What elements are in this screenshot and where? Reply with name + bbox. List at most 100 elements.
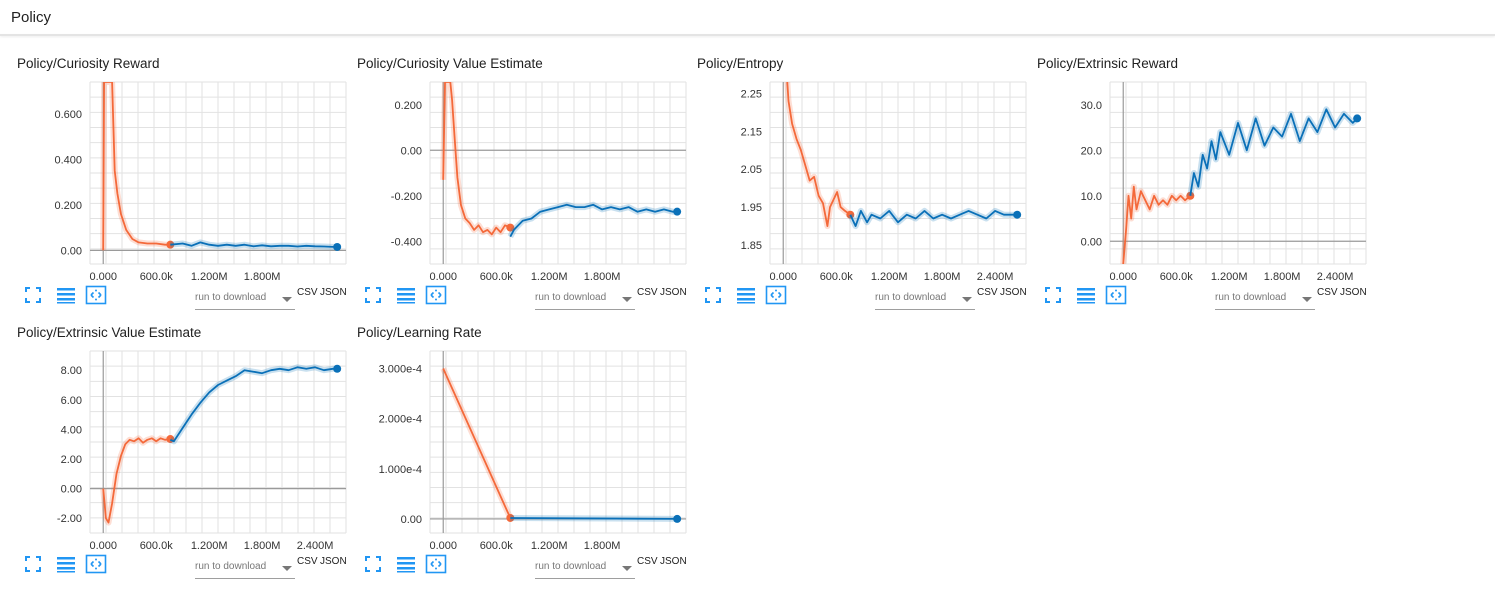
- expand-icon[interactable]: [425, 554, 447, 574]
- series-end-point[interactable]: [1013, 210, 1022, 219]
- run-select-placeholder: run to download: [195, 292, 267, 303]
- y-tick-label: 6.00: [61, 395, 82, 407]
- caret-down-icon: [622, 297, 632, 302]
- caret-down-icon: [622, 566, 632, 571]
- run-select-placeholder: run to download: [1215, 292, 1287, 303]
- fit-domain-icon[interactable]: [1043, 285, 1065, 305]
- download-json-link[interactable]: JSON: [660, 287, 687, 298]
- fit-domain-icon[interactable]: [363, 554, 385, 574]
- download-json-link[interactable]: JSON: [660, 556, 687, 567]
- expand-icon[interactable]: [765, 285, 787, 305]
- chart-card: Policy/Learning Rate 0.00 1.000e-4 2.000e-4…: [357, 325, 697, 590]
- grid-lines: [89, 350, 347, 534]
- x-tick-label: 600.0k: [1160, 271, 1194, 281]
- series-line-run-a[interactable]: [783, 76, 851, 228]
- x-tick-label: 1.800M: [1264, 271, 1301, 281]
- chart-plot[interactable]: -2.00 0.00 2.00 4.00 6.00 8.00 0.000 600.0k 1.20…: [17, 345, 357, 550]
- fit-domain-icon[interactable]: [23, 285, 45, 305]
- fit-domain-icon[interactable]: [23, 554, 45, 574]
- caret-down-icon: [282, 297, 292, 302]
- y-tick-label: 0.00: [61, 484, 82, 496]
- download-csv-link[interactable]: CSV: [637, 287, 658, 298]
- chart-toolbar: run to download CSV JSON: [17, 554, 357, 584]
- y-tick-label: 10.0: [1081, 191, 1102, 203]
- fit-domain-icon[interactable]: [363, 285, 385, 305]
- run-to-download-select[interactable]: run to download: [1215, 289, 1315, 310]
- series-line-run-a[interactable]: [442, 82, 511, 236]
- chart-title: Policy/Curiosity Value Estimate: [357, 56, 543, 71]
- download-csv-link[interactable]: CSV: [977, 287, 998, 298]
- download-json-link[interactable]: JSON: [1000, 287, 1027, 298]
- y-tick-label: 0.00: [401, 145, 422, 157]
- log-scale-icon[interactable]: [395, 554, 417, 574]
- run-to-download-select[interactable]: run to download: [195, 289, 295, 310]
- series-line-run-b[interactable]: [849, 209, 1018, 228]
- download-csv-link[interactable]: CSV: [1317, 287, 1338, 298]
- series-end-point[interactable]: [673, 514, 682, 523]
- chart-plot[interactable]: 0.00 10.0 20.0 30.0 0.000 600.0k 1.200M 1.800M 2…: [1037, 76, 1377, 281]
- run-to-download-select[interactable]: run to download: [195, 558, 295, 579]
- y-tick-label: -2.00: [57, 513, 82, 525]
- log-scale-icon[interactable]: [1075, 285, 1097, 305]
- series-line-run-b[interactable]: [509, 203, 678, 238]
- y-tick-label: 1.85: [741, 240, 762, 252]
- expand-icon[interactable]: [85, 285, 107, 305]
- download-csv-link[interactable]: CSV: [637, 556, 658, 567]
- x-tick-label: 0.000: [89, 271, 117, 281]
- x-tick-label: 1.800M: [584, 271, 621, 281]
- grid-lines: [429, 81, 687, 265]
- series-line-run-b[interactable]: [169, 366, 338, 443]
- chart-plot[interactable]: 0.00 1.000e-4 2.000e-4 3.000e-4 0.000 600.0k 1…: [357, 345, 697, 550]
- chart-toolbar: run to download CSV JSON: [17, 285, 357, 315]
- y-tick-label: 0.200: [394, 100, 422, 112]
- x-tick-label: 1.200M: [531, 271, 568, 281]
- series-line-run-a[interactable]: [1122, 185, 1191, 264]
- x-tick-label: 1.200M: [1211, 271, 1248, 281]
- download-csv-link[interactable]: CSV: [297, 287, 318, 298]
- run-select-placeholder: run to download: [875, 292, 947, 303]
- series-line-run-a[interactable]: [442, 368, 512, 519]
- chart-plot[interactable]: 0.00 0.200 0.400 0.600 0.000 600.0k 1.200M 1.80…: [17, 76, 357, 281]
- download-csv-link[interactable]: CSV: [297, 556, 318, 567]
- series-end-point[interactable]: [673, 207, 682, 216]
- x-tick-label: 1.800M: [924, 271, 961, 281]
- download-json-link[interactable]: JSON: [1340, 287, 1367, 298]
- series-end-point[interactable]: [333, 364, 342, 373]
- expand-icon[interactable]: [85, 554, 107, 574]
- series-end-point[interactable]: [506, 223, 515, 232]
- expand-icon[interactable]: [1105, 285, 1127, 305]
- run-select-placeholder: run to download: [535, 561, 607, 572]
- run-to-download-select[interactable]: run to download: [875, 289, 975, 310]
- log-scale-icon[interactable]: [55, 285, 77, 305]
- chart-plot[interactable]: -0.400 -0.200 0.00 0.200 0.000 600.0k 1.200M 1.…: [357, 76, 697, 281]
- series-end-point[interactable]: [333, 242, 342, 251]
- grid-lines: [1109, 81, 1367, 265]
- series-line-run-b[interactable]: [170, 241, 338, 248]
- download-json-link[interactable]: JSON: [320, 556, 347, 567]
- y-tick-label: 2.05: [741, 164, 762, 176]
- x-tick-label: 0.000: [429, 271, 457, 281]
- series-end-point[interactable]: [1353, 114, 1362, 123]
- run-to-download-select[interactable]: run to download: [535, 558, 635, 579]
- log-scale-icon[interactable]: [395, 285, 417, 305]
- section-divider: [0, 34, 1495, 36]
- chart-toolbar: run to download CSV JSON: [697, 285, 1037, 315]
- x-tick-label: 1.800M: [244, 540, 281, 550]
- grid-lines: [769, 81, 1027, 265]
- series-line-run-a[interactable]: [102, 437, 171, 524]
- chart-title: Policy/Entropy: [697, 56, 784, 71]
- series-line-run-a[interactable]: [102, 82, 171, 251]
- series-line-run-b[interactable]: [510, 517, 678, 520]
- chart-plot[interactable]: 1.85 1.95 2.05 2.15 2.25 0.000 600.0k 1.200M 1.8…: [697, 76, 1037, 281]
- chart-toolbar: run to download CSV JSON: [357, 554, 697, 584]
- y-tick-label: 3.000e-4: [379, 364, 422, 376]
- fit-domain-icon[interactable]: [703, 285, 725, 305]
- expand-icon[interactable]: [425, 285, 447, 305]
- x-tick-label: 600.0k: [480, 271, 514, 281]
- run-to-download-select[interactable]: run to download: [535, 289, 635, 310]
- log-scale-icon[interactable]: [735, 285, 757, 305]
- series-line-run-b[interactable]: [1189, 108, 1358, 196]
- download-json-link[interactable]: JSON: [320, 287, 347, 298]
- x-tick-label: 0.000: [1109, 271, 1137, 281]
- log-scale-icon[interactable]: [55, 554, 77, 574]
